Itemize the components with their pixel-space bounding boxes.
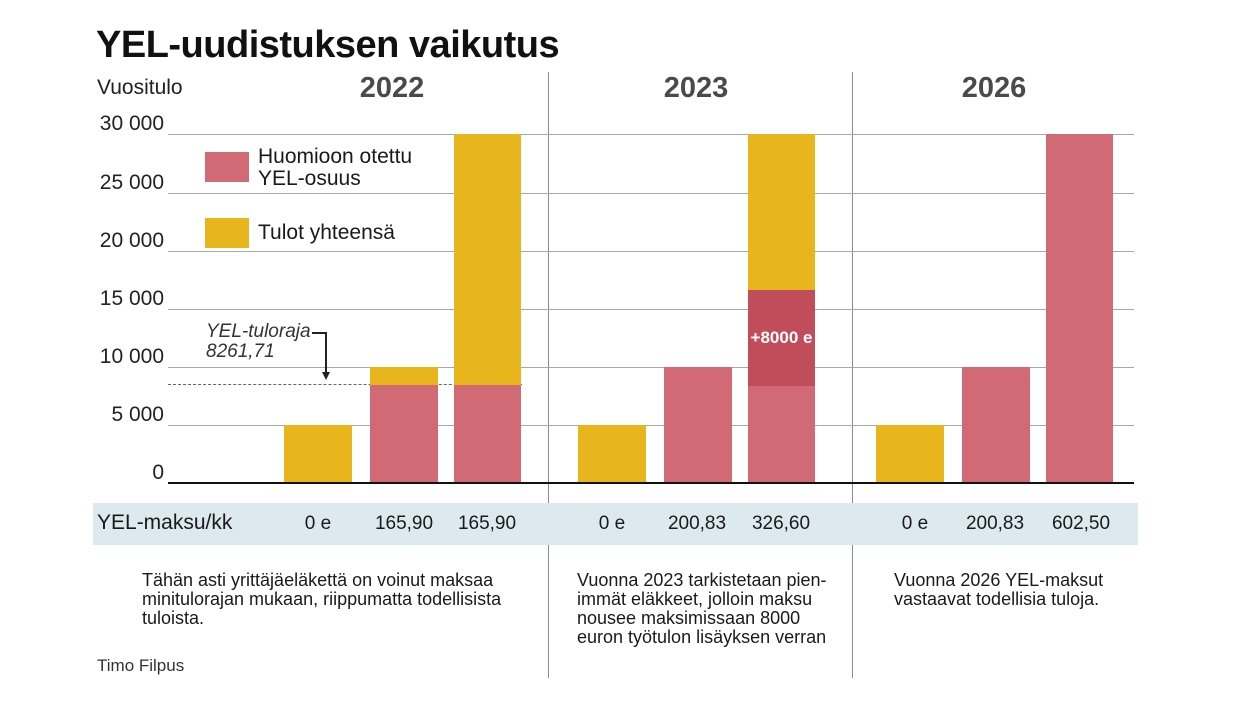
fee-value: 0 e	[598, 513, 626, 534]
bar-2023-5000	[578, 425, 646, 483]
fee-value: 165,90	[374, 513, 434, 534]
fee-value: 602,50	[1051, 513, 1111, 534]
y-tick: 20 000	[99, 229, 164, 252]
fee-value: 165,90	[457, 513, 517, 534]
description-line: nousee maksimissaan 8000	[577, 608, 801, 628]
annotation-arrow-line	[325, 332, 327, 372]
fee-row-label: YEL-maksu/kk	[97, 511, 233, 534]
bar-2023-30000-increase: +8000 e	[748, 290, 815, 386]
legend-label-total-income: Tulot yhteensä	[258, 221, 395, 244]
arrow-down-icon	[322, 372, 330, 380]
fee-value: 326,60	[751, 513, 811, 534]
x-axis-baseline	[168, 482, 1134, 484]
y-tick: 30 000	[99, 112, 164, 135]
fee-value: 200,83	[965, 513, 1025, 534]
y-tick: 25 000	[99, 171, 164, 194]
description-2026: Vuonna 2026 YEL-maksut vastaavat todelli…	[894, 570, 1104, 609]
fee-row-band	[93, 503, 1138, 545]
legend-swatch-total-income	[205, 218, 249, 248]
annotation-label: YEL-tuloraja	[206, 321, 311, 342]
description-line: euron työtulon lisäyksen verran	[577, 627, 827, 647]
fee-value: 0 e	[304, 513, 332, 534]
bar-2026-30000-yel	[1046, 134, 1113, 483]
legend-label-yel-share-line1: Huomioon otettu	[258, 145, 413, 168]
fee-value: 0 e	[901, 513, 929, 534]
y-tick: 0	[152, 461, 164, 484]
year-heading-2023: 2023	[663, 72, 729, 104]
bar-2022-10000-income	[370, 367, 438, 385]
increase-label: +8000 e	[750, 328, 813, 347]
bar-2026-10000-yel	[962, 367, 1030, 483]
y-tick: 5 000	[111, 403, 164, 426]
gridline	[168, 134, 1134, 135]
bar-2022-5000	[284, 425, 352, 483]
gridline	[168, 309, 1134, 310]
bar-2022-30000-income	[454, 134, 521, 385]
year-heading-2022: 2022	[359, 72, 425, 104]
yel-income-limit-line	[168, 384, 522, 385]
description-2022: Tähän asti yrittäjäeläkettä on voinut ma…	[142, 570, 502, 628]
chart-title: YEL-uudistuksen vaikutus	[96, 24, 560, 66]
gridline	[168, 425, 1134, 426]
description-line: immät eläkkeet, jolloin maksu	[577, 589, 813, 609]
bar-2023-10000-yel	[664, 367, 732, 483]
annotation-arrow-line	[312, 332, 326, 334]
description-2023: Vuonna 2023 tarkistetaan pien- immät elä…	[577, 571, 852, 647]
panel-divider	[852, 72, 853, 678]
panel-divider	[548, 72, 549, 678]
gridline	[168, 251, 1134, 252]
gridline	[168, 193, 1134, 194]
y-tick: 15 000	[99, 287, 164, 310]
bar-2022-10000-yel	[370, 385, 438, 483]
bar-2023-30000-income	[748, 134, 815, 290]
description-line: Vuonna 2023 tarkistetaan pien-	[577, 570, 827, 590]
bar-2022-30000-yel	[454, 385, 521, 483]
credit: Timo Filpus	[97, 656, 185, 675]
gridline	[168, 367, 1134, 368]
annotation-value: 8261,71	[206, 341, 275, 362]
legend-label-yel-share-line2: YEL-osuus	[258, 167, 361, 190]
y-tick: 10 000	[99, 345, 164, 368]
bar-2026-5000	[876, 425, 944, 483]
legend-swatch-yel-share	[205, 152, 249, 182]
year-heading-2026: 2026	[961, 72, 1027, 104]
fee-value: 200,83	[667, 513, 727, 534]
bar-2023-30000-yel	[748, 386, 815, 483]
y-axis-title: Vuositulo	[97, 76, 183, 99]
